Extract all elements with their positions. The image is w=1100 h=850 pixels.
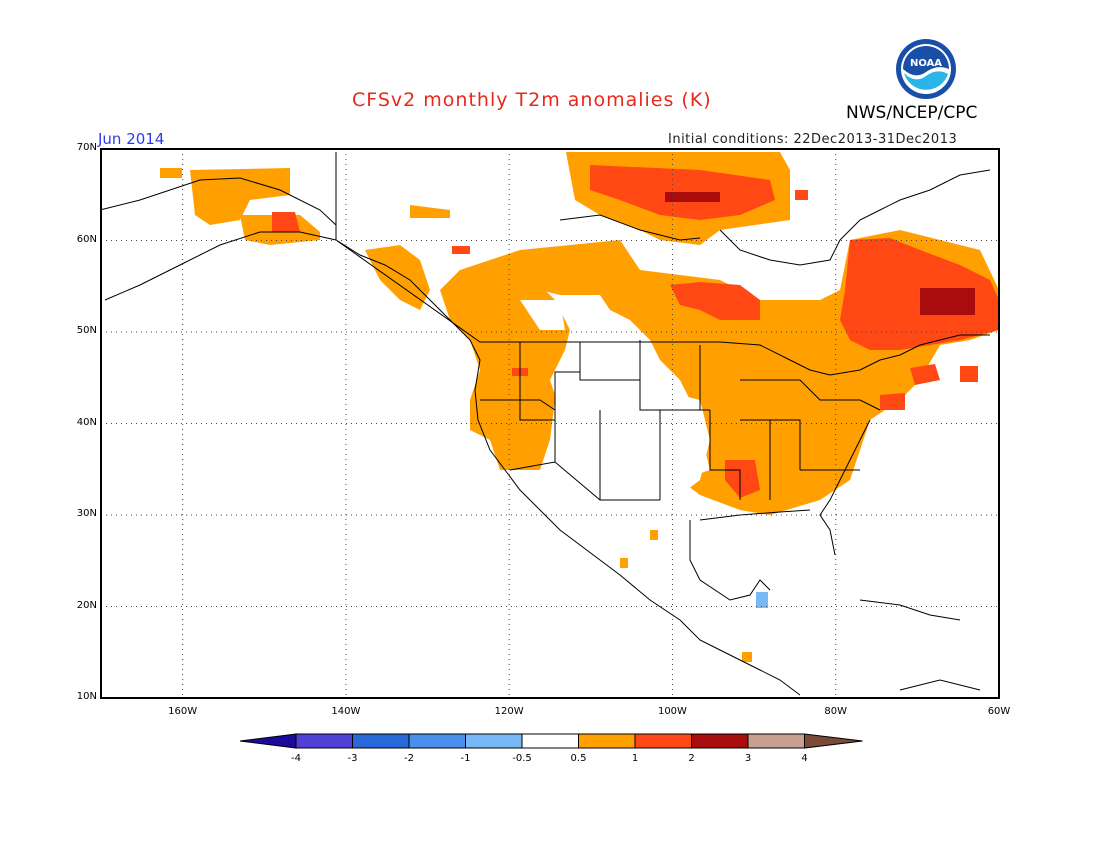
coastline-5 [719,334,990,376]
colorbar-segment-2 [352,733,410,749]
lon-label: 100W [657,706,687,717]
anomaly-region-16 [960,366,978,382]
lat-label: 40N [76,416,97,428]
colorbar-tick-label: 2 [688,753,695,764]
coastline-19 [740,419,801,470]
anomaly-region-6 [160,168,182,178]
anomaly-region-13 [670,282,760,320]
colorbar-segment-5 [521,733,579,749]
colorbar-tick-label: 4 [801,753,808,764]
lat-label: 50N [76,325,97,336]
colorbar-segment-1 [295,733,353,749]
colorbar-tick-label: -1 [460,753,471,764]
colorbar-tick-label: -2 [404,753,414,764]
colorbar-tick-label: -3 [347,753,358,764]
lon-label: 120W [494,706,524,717]
coastline-10 [559,214,701,241]
coastline-13 [509,461,660,501]
anomaly-region-17 [880,393,905,410]
coastlines-and-borders [99,152,991,696]
anomaly-region-15 [910,364,940,385]
anomaly-region-19 [272,212,300,232]
lat-label: 10N [76,691,97,702]
lon-label: 80W [824,706,848,717]
colorbar-segment-3 [408,733,466,749]
anomaly-region-10 [650,530,658,540]
neutral-region-hudson-bay [715,225,835,295]
colorbar-segment-4 [465,733,523,749]
neutral-region-southwest [540,370,710,505]
colorbar-segment-6 [578,733,636,749]
anomaly-region-24 [920,288,975,315]
lat-label: 70N [76,142,97,153]
colorbar-tick-label: 3 [744,753,752,764]
initial-conditions: Initial conditions: 22Dec2013-31Dec2013 [668,132,958,147]
colorbar-segment-8 [691,733,749,749]
noaa-logo-sky [903,46,949,76]
noaa-logo: NOAA [896,39,956,99]
colorbar-segment-7 [634,733,692,749]
coastline-22 [740,379,881,411]
coastline-1 [99,177,337,226]
lat-label: 60N [76,233,97,245]
colorbar-segment-9 [747,733,805,749]
chart-title: CFSv2 monthly T2m anomalies (K) [352,89,712,111]
anomaly-region-8 [410,205,450,218]
coastline-6 [819,419,871,556]
noaa-logo-text: NOAA [910,58,942,69]
agency-label: NWS/NCEP/CPC [846,103,978,123]
anomaly-region-7 [365,245,430,310]
colorbar [239,733,863,749]
anomaly-region-20 [452,246,470,254]
lon-label: 160W [168,706,198,717]
coastline-24 [519,342,555,421]
colorbar-tick-label: 1 [631,753,639,764]
lat-label: 30N [76,508,97,519]
noaa-logo-sea [904,71,948,90]
lon-label: 60W [987,706,1011,717]
anomaly-region-22 [795,190,808,200]
map-frame [100,148,1000,699]
coastline-9 [719,169,991,266]
neutral-region-plains [520,300,565,330]
anomaly-region-9 [620,558,628,568]
anomaly-region-23 [665,192,720,202]
coastline-7 [699,509,811,521]
colorbar-arrow-high [804,733,863,749]
colorbar-arrow-low [239,733,297,749]
lat-label: 20N [76,599,97,611]
coastline-25 [480,399,556,411]
colorbar-tick-label: -0.5 [512,753,532,764]
anomaly-fill-layer [160,152,999,662]
coastline-18 [709,410,741,500]
coastline-12 [899,679,981,691]
anomaly-region-11 [742,652,752,662]
lon-label: 140W [331,706,361,717]
coastline-2 [104,231,801,696]
coastline-14 [554,371,710,462]
colorbar-tick-label: -4 [291,753,301,764]
colorbar-tick-label: 0.5 [570,753,587,764]
anomaly-region-14 [840,238,999,350]
coastline-11 [859,599,961,621]
anomaly-region-27 [756,592,768,608]
valid-month: Jun 2014 [98,130,165,148]
coastline-8 [689,520,771,601]
anomaly-region-4 [190,168,290,225]
